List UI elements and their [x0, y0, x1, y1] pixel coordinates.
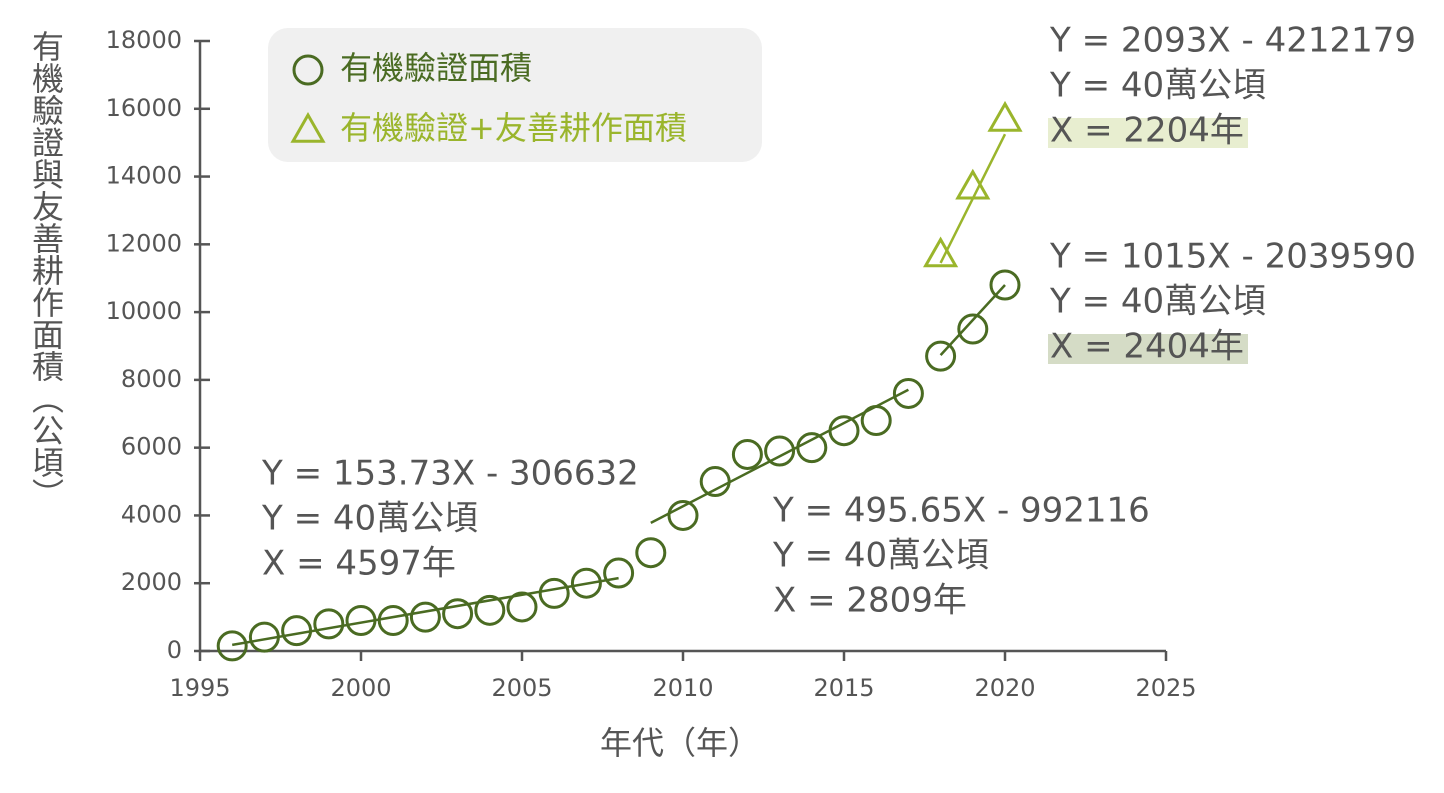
annotation: X = 2204年 [1050, 111, 1244, 151]
data-point [667, 499, 699, 531]
annotation: Y = 1015X - 2039590 [1049, 237, 1416, 277]
legend-label: 有機驗證面積 [340, 49, 532, 87]
annotation: Y = 40萬公頃 [1049, 66, 1266, 106]
x-tick-label: 2010 [652, 674, 713, 702]
data-point [731, 438, 763, 470]
y-tick-label: 18000 [106, 26, 182, 54]
data-point [925, 340, 957, 372]
annotation-highlight [1048, 118, 1248, 148]
y-tick-label: 8000 [121, 365, 182, 393]
data-point [281, 615, 313, 647]
data-point [923, 236, 959, 268]
data-point [987, 100, 1023, 132]
y-tick-label: 6000 [121, 433, 182, 461]
x-tick-label: 2025 [1135, 674, 1196, 702]
annotation: X = 4597年 [262, 544, 456, 584]
y-tick-label: 16000 [106, 94, 182, 122]
x-tick-label: 2000 [330, 674, 391, 702]
trend-line [939, 284, 1006, 356]
data-point [764, 435, 796, 467]
data-point [957, 313, 989, 345]
annotation: Y = 2093X - 4212179 [1049, 21, 1416, 61]
x-tick-label: 2005 [491, 674, 552, 702]
y-tick-label: 2000 [121, 568, 182, 596]
data-point [377, 605, 409, 636]
data-point [474, 594, 506, 626]
data-point [538, 577, 570, 609]
data-point [635, 537, 667, 569]
annotation-highlight [1048, 334, 1248, 364]
annotation: Y = 40萬公頃 [1049, 282, 1266, 322]
annotation: Y = 40萬公頃 [261, 499, 478, 539]
x-tick-label: 2020 [974, 674, 1035, 702]
data-point [699, 466, 731, 498]
y-tick-label: 0 [167, 636, 182, 664]
data-point [892, 377, 924, 409]
x-axis-title: 年代（年） [600, 724, 760, 762]
x-tick-label: 2015 [813, 674, 874, 702]
y-axis-title: 有機驗證與友善耕作面積（公頃） [27, 30, 65, 510]
trend-line [231, 576, 619, 647]
data-point [248, 621, 280, 653]
data-point [216, 630, 248, 662]
annotation: Y = 153.73X - 306632 [261, 454, 639, 494]
y-tick-label: 4000 [121, 500, 182, 528]
annotation: X = 2404年 [1050, 327, 1244, 367]
data-point [345, 605, 377, 636]
legend-box [268, 28, 762, 162]
legend-marker [292, 54, 324, 86]
annotation: Y = 495.65X - 992116 [772, 491, 1150, 531]
legend-label: 有機驗證+友善耕作面積 [340, 109, 687, 147]
data-point [955, 168, 991, 200]
data-point [409, 601, 441, 633]
data-point [313, 608, 345, 640]
y-tick-label: 10000 [106, 297, 182, 325]
data-point [860, 405, 892, 437]
data-point [603, 557, 635, 589]
data-point [506, 591, 538, 623]
y-tick-label: 12000 [106, 229, 182, 257]
data-point [989, 269, 1021, 301]
annotation: X = 2809年 [773, 581, 967, 621]
x-tick-label: 1995 [169, 674, 230, 702]
data-point [442, 598, 474, 630]
legend-marker [290, 111, 326, 143]
data-point [796, 432, 828, 464]
annotation: Y = 40萬公頃 [772, 536, 989, 576]
data-point [828, 415, 860, 447]
data-point [570, 567, 602, 599]
y-tick-label: 14000 [106, 162, 182, 190]
